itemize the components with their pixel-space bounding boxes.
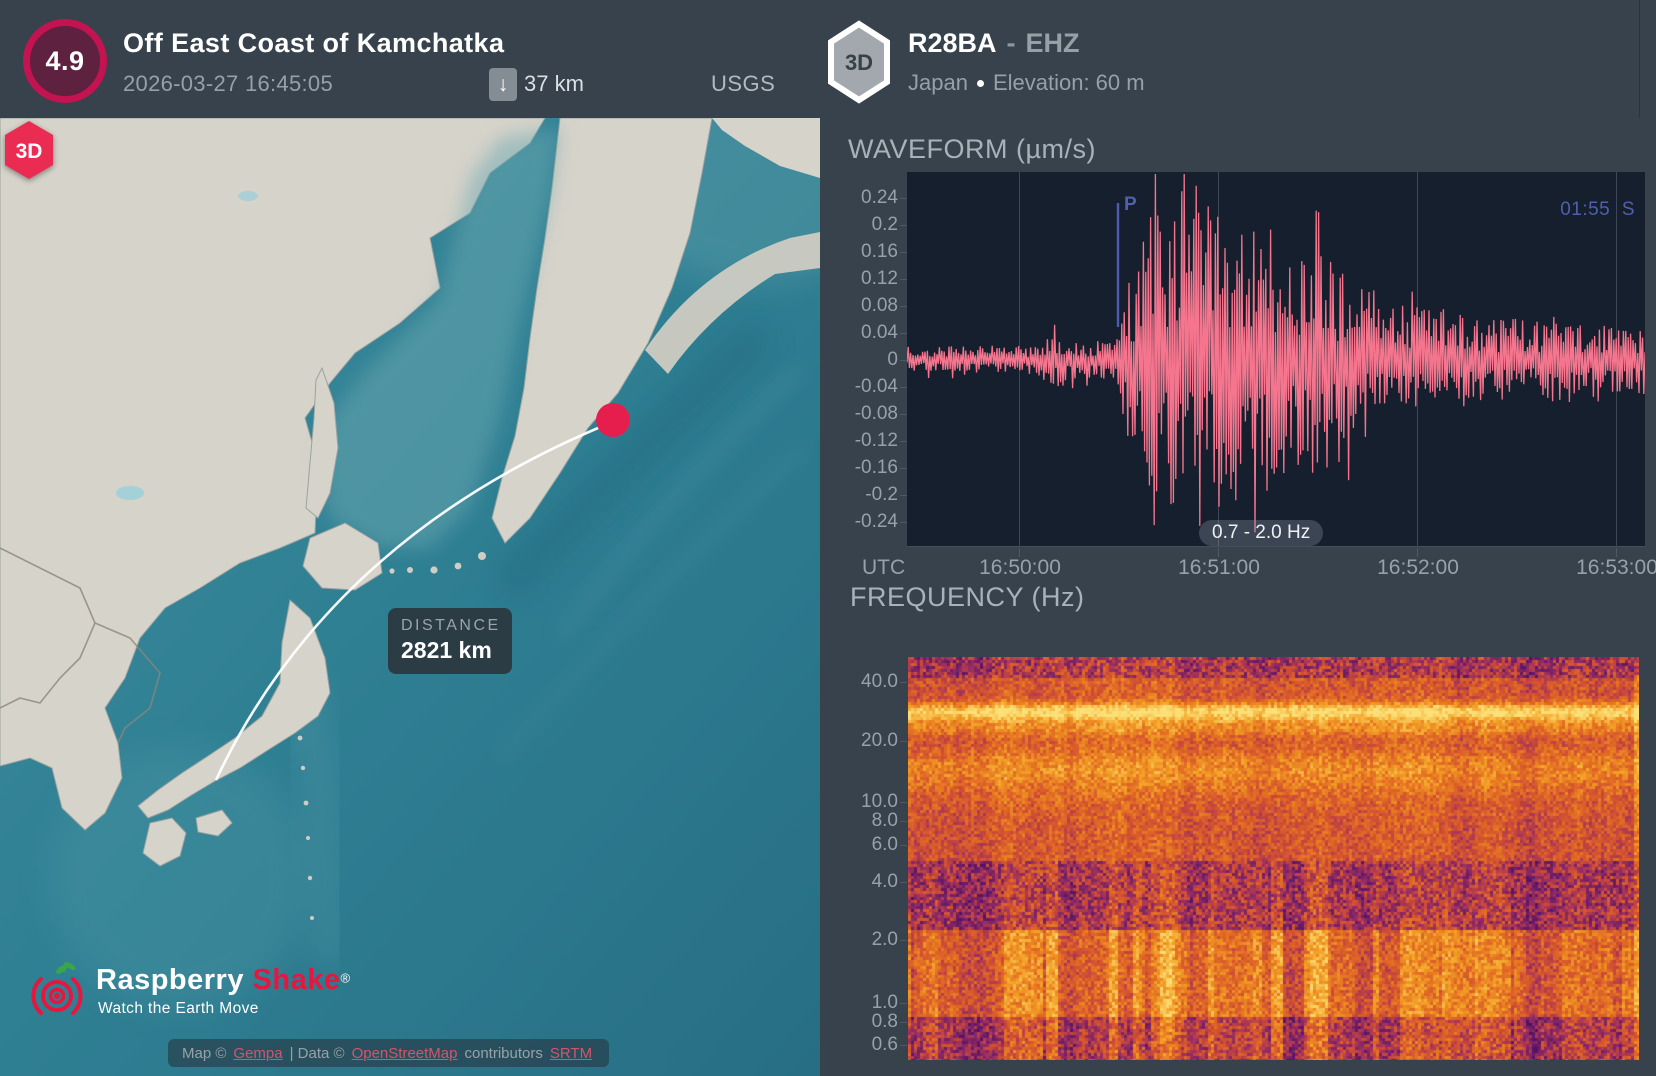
waveform-xtick: 16:51:00 <box>1178 556 1260 579</box>
distance-tooltip: DISTANCE 2821 km <box>388 608 512 674</box>
waveform-ytick: 0.2 <box>871 214 898 235</box>
waveform-ytick: 0 <box>887 349 898 370</box>
raspberry-shake-wordmark: Raspberry Shake® <box>96 964 351 996</box>
waveform-xtick: 16:50:00 <box>979 556 1061 579</box>
waveform-ytick: 0.16 <box>861 241 898 262</box>
spectrogram-ytick: 0.8 <box>871 1011 898 1032</box>
map-basemap <box>0 118 820 1076</box>
map-landmass-hokkaido <box>302 522 383 591</box>
event-datetime: 2026-03-27 16:45:05 <box>123 71 333 96</box>
event-title: Off East Coast of Kamchatka <box>123 28 505 58</box>
attribution-gempa-link[interactable]: Gempa <box>233 1044 283 1062</box>
map-landmass-asia <box>0 118 546 831</box>
waveform-trace <box>907 173 1645 533</box>
distance-label: DISTANCE <box>401 617 501 634</box>
bandpass-filter-badge: 0.7 - 2.0 Hz <box>1199 520 1324 546</box>
station-hexagon-label: 3D <box>845 50 873 75</box>
event-depth: 37 km <box>524 71 584 96</box>
station-map-marker[interactable]: 3D <box>0 118 58 184</box>
raspberry-shake-logo-icon <box>31 962 83 1015</box>
raspberry-shake-logo: Raspberry Shake® Watch the Earth Move <box>26 960 386 1030</box>
spectrogram-ytick: 0.6 <box>871 1034 898 1055</box>
spectrogram-ytick: 40.0 <box>861 671 898 692</box>
station-header: 3D R28BA - EHZ Japan Elevation: 60 m <box>820 0 1656 118</box>
station-hexagon-icon: 3D <box>828 20 890 104</box>
logo-tagline: Watch the Earth Move <box>98 1000 259 1017</box>
waveform-ytick: 0.04 <box>861 322 898 343</box>
magnitude-value: 4.9 <box>45 45 85 76</box>
waveform-ytick: -0.16 <box>854 457 898 478</box>
event-map[interactable]: 3D DISTANCE 2821 km <box>0 118 820 1076</box>
event-source: USGS <box>711 71 776 96</box>
station-elevation: Elevation: 60 m <box>992 70 1145 95</box>
map-kuril-islands <box>389 552 486 574</box>
station-subtitle: Japan Elevation: 60 m <box>908 70 1145 96</box>
station-map-marker-label: 3D <box>16 140 43 163</box>
station-channel: EHZ <box>1025 28 1080 58</box>
magnitude-badge: 4.9 <box>23 19 107 103</box>
distance-value: 2821 km <box>401 637 492 663</box>
depth-arrow-icon: ↓ <box>489 68 517 101</box>
waveform-title: WAVEFORM (µm/s) <box>848 134 1097 164</box>
waveform-ytick: -0.04 <box>854 376 898 397</box>
utc-axis-label: UTC <box>862 556 906 579</box>
epicenter-dot[interactable] <box>596 403 630 437</box>
waveform-plot[interactable]: P 01:55 S 0.7 - 2.0 Hz <box>907 172 1645 547</box>
header-divider <box>1639 0 1640 118</box>
waveform-ytick: 0.24 <box>861 187 898 208</box>
waveform-xtick: 16:52:00 <box>1377 556 1459 579</box>
station-code: R28BA <box>908 28 997 58</box>
frequency-title: FREQUENCY (Hz) <box>850 582 1085 612</box>
attribution-osm-link[interactable]: OpenStreetMap <box>351 1044 458 1062</box>
map-landmass-kamchatka <box>491 118 713 544</box>
bullet-separator <box>976 79 984 87</box>
spectrogram[interactable] <box>908 657 1639 1060</box>
waveform-ytick: -0.12 <box>854 430 898 451</box>
spectrogram-ytick: 4.0 <box>871 871 898 892</box>
event-header: 4.9 Off East Coast of Kamchatka 2026-03-… <box>0 0 820 118</box>
map-landmass-honshu <box>137 599 331 819</box>
station-country: Japan <box>908 70 968 95</box>
epicentral-path-line <box>214 421 611 781</box>
attribution-srtm-link[interactable]: SRTM <box>549 1044 593 1062</box>
spectrogram-ytick: 8.0 <box>871 810 898 831</box>
waveform-ytick: -0.08 <box>854 403 898 424</box>
waveform-xtick: 16:53:00 <box>1576 556 1656 579</box>
spectrogram-ytick: 20.0 <box>861 730 898 751</box>
map-izu-islands <box>297 735 314 920</box>
p-wave-label: P <box>1124 194 1137 215</box>
spectrogram-ytick: 2.0 <box>871 929 898 950</box>
map-landmass-sakhalin <box>305 366 339 519</box>
map-attribution: Map © Gempa | Data © OpenStreetMap contr… <box>168 1039 610 1067</box>
waveform-ytick: 0.12 <box>861 268 898 289</box>
waveform-ytick: -0.24 <box>854 511 898 532</box>
map-landmass-bering <box>645 232 820 374</box>
waveform-ytick: -0.2 <box>865 484 898 505</box>
station-title: R28BA - EHZ <box>908 28 1080 59</box>
spectrogram-ytick: 10.0 <box>861 791 898 812</box>
map-country-borders <box>0 547 161 744</box>
station-separator: - <box>1006 28 1016 58</box>
s-wave-eta-label: 01:55 S <box>1560 199 1635 220</box>
station-data-panel: WAVEFORM (µm/s) P 01:55 S 0.7 - 2.0 Hz 0… <box>820 118 1656 1076</box>
spectrogram-ytick: 6.0 <box>871 834 898 855</box>
spectrogram-ytick: 1.0 <box>871 992 898 1013</box>
waveform-ytick: 0.08 <box>861 295 898 316</box>
